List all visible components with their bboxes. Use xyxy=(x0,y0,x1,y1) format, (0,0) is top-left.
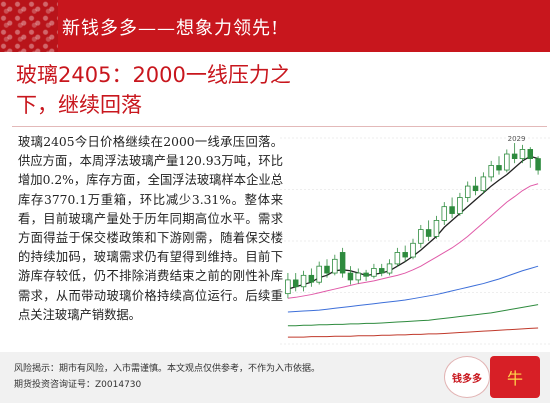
candle-body xyxy=(324,265,330,274)
candle-body xyxy=(425,229,432,237)
money-badge-logo: 钱多多 xyxy=(444,356,490,398)
top-banner: 新钱多多——想象力领先! xyxy=(0,0,550,52)
candle-body xyxy=(527,149,534,160)
article-headline: 玻璃2405：2000一线压力之下，继续回落 xyxy=(16,63,291,117)
candle-body xyxy=(480,176,487,192)
article-body: 玻璃2405今日价格继续在2000一线承压回落。供应方面，本周浮法玻璃产量120… xyxy=(18,135,283,322)
candle-body xyxy=(285,279,291,295)
candle-body xyxy=(511,153,518,160)
headline-divider xyxy=(12,126,547,127)
candle-body xyxy=(378,268,385,274)
candle-body xyxy=(402,252,408,258)
candle-body xyxy=(418,229,424,244)
license-number: 期货投资咨询证号：Z0014730 xyxy=(14,380,142,390)
candle-body xyxy=(316,265,322,283)
ma-line-ma60 xyxy=(287,327,539,338)
candle-body xyxy=(457,197,463,214)
candle-body xyxy=(292,279,299,288)
candle-body xyxy=(300,274,307,288)
candle-body xyxy=(347,272,354,281)
candle-body xyxy=(504,153,510,171)
bull-mascot-icon: 牛 xyxy=(490,356,540,398)
candle-body xyxy=(472,185,479,192)
candle-body xyxy=(464,185,471,198)
brand-logo xyxy=(0,0,58,52)
ma-line-ma20 xyxy=(287,265,539,313)
candle-body xyxy=(339,252,346,274)
candle-body xyxy=(386,263,393,274)
ma-line-ma10 xyxy=(287,183,539,299)
candle-body xyxy=(410,242,416,258)
candle-body xyxy=(496,165,502,171)
candle-body xyxy=(332,258,338,274)
candle-body xyxy=(433,220,440,237)
candle-body xyxy=(519,149,526,160)
risk-disclaimer: 风险揭示：期市有风险，入市需谨慎。本文观点仅供参考，不作为入市依据。 xyxy=(14,364,321,374)
candle-body xyxy=(394,252,401,265)
ma-line-ma40 xyxy=(287,304,539,327)
chart-grid xyxy=(280,137,550,345)
banner-title: 新钱多多——想象力领先! xyxy=(62,18,280,39)
price-chart: 2029 xyxy=(280,135,550,345)
candle-body xyxy=(441,206,448,221)
candle-body xyxy=(308,274,315,283)
high-price-annotation: 2029 xyxy=(508,135,526,143)
candlesticks xyxy=(285,143,541,299)
candle-body xyxy=(355,272,362,281)
candle-body xyxy=(488,165,494,178)
candle-body xyxy=(363,272,369,277)
candle-body xyxy=(449,206,455,214)
candle-body xyxy=(535,158,541,171)
candle-body xyxy=(371,268,377,277)
